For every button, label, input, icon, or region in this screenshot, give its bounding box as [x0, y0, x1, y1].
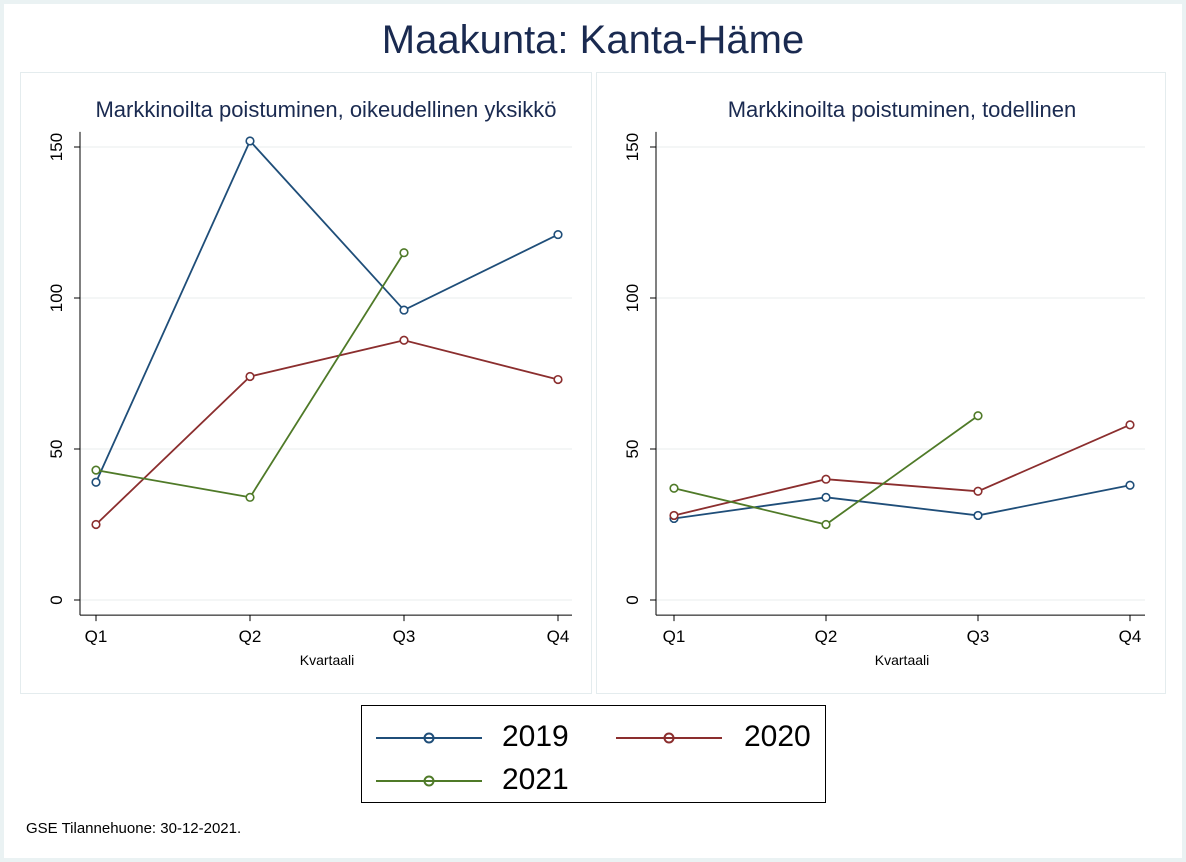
point-2019-Q4	[553, 229, 563, 240]
y-tick-label-50: 50	[623, 440, 642, 459]
point-2020-Q3	[973, 486, 983, 496]
x-tick-label-Q3: Q3	[393, 627, 416, 646]
legend-circle-2019	[423, 732, 435, 744]
point-2020-Q2	[821, 474, 831, 484]
x-tick-label-Q4: Q4	[547, 627, 570, 646]
main-title: Maakunta: Kanta-Häme	[381, 18, 805, 62]
point-2021-Q2	[245, 492, 255, 502]
panel-legal-unit: Markkinoilta poistuminen, oikeudellinen …	[20, 72, 592, 694]
series-line-2020	[95, 339, 559, 526]
series-line-2019	[673, 484, 1131, 520]
point-2019-Q3	[973, 510, 983, 521]
point-2020-Q4	[1125, 420, 1135, 430]
legend-label-2020: 2020	[744, 720, 811, 753]
panel-title: Markkinoilta poistuminen, todellinen	[728, 97, 1077, 122]
x-tick-label-Q2: Q2	[239, 627, 262, 646]
series-line-2019	[95, 139, 559, 483]
chart-actual: Markkinoilta poistuminen, todellinen 0 50 1…	[623, 97, 1145, 668]
point-2020-Q1	[91, 519, 101, 530]
point-2020-Q1	[669, 510, 679, 521]
y-tick-label-50: 50	[47, 440, 66, 459]
point-2019-Q1	[91, 477, 101, 487]
legend-marker-2019	[376, 732, 482, 744]
series-line-2020	[673, 424, 1131, 517]
x-tick-label-Q1: Q1	[663, 627, 686, 646]
point-2021-Q1	[91, 465, 101, 475]
point-2019-Q3	[399, 305, 409, 315]
x-axis-label: Kvartaali	[875, 652, 929, 668]
point-2020-Q4	[553, 374, 563, 385]
x-tick-label-Q3: Q3	[967, 627, 990, 646]
legend-marker-2020	[616, 732, 722, 744]
x-tick-label-Q2: Q2	[815, 627, 838, 646]
x-axis-label: Kvartaali	[300, 652, 354, 668]
point-2021-Q3	[973, 411, 983, 421]
point-2019-Q4	[1125, 480, 1135, 490]
point-2021-Q2	[821, 519, 831, 530]
y-tick-label-0: 0	[47, 595, 66, 604]
point-2021-Q1	[669, 483, 679, 493]
chart-legal-unit: Markkinoilta poistuminen, oikeudellinen …	[47, 97, 572, 668]
legend-label-2019: 2019	[502, 720, 569, 753]
legend-marker-2021	[376, 775, 482, 787]
panel-actual: Markkinoilta poistuminen, todellinen 0 50 1…	[596, 72, 1166, 694]
panel-title: Markkinoilta poistuminen, oikeudellinen …	[95, 97, 556, 122]
y-tick-label-150: 150	[623, 133, 642, 161]
y-tick-label-100: 100	[623, 284, 642, 312]
legend-label-2021: 2021	[502, 763, 569, 796]
point-2020-Q3	[399, 335, 409, 345]
point-2020-Q2	[245, 371, 255, 382]
series-line-2021	[673, 415, 979, 526]
x-tick-label-Q1: Q1	[85, 627, 108, 646]
legend: 2019 2020 2021	[361, 705, 826, 803]
y-tick-label-100: 100	[47, 284, 66, 312]
point-2019-Q2	[821, 492, 831, 502]
x-tick-label-Q4: Q4	[1119, 627, 1142, 646]
legend-circle-2020	[663, 732, 675, 744]
legend-circle-2021	[423, 775, 435, 787]
footnote: GSE Tilannehuone: 30-12-2021.	[26, 820, 242, 837]
y-tick-label-150: 150	[47, 133, 66, 161]
point-2019-Q2	[245, 136, 255, 146]
y-tick-label-0: 0	[623, 595, 642, 604]
point-2021-Q3	[399, 248, 409, 258]
